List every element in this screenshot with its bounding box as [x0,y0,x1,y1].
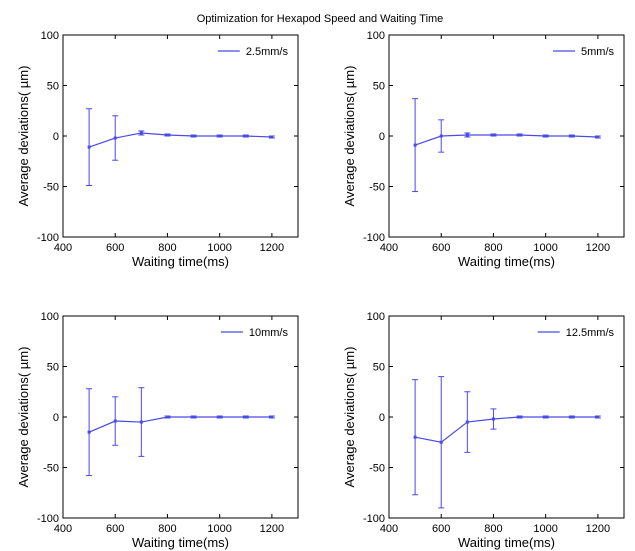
panel-5-y-tick-label: 50 [373,81,385,93]
panel-10-data-point [270,415,274,419]
panel-5-series-line [414,134,598,146]
panel-12-5-data-point [491,417,495,421]
panel-2-5-y-axis-label: Average deviations( µm) [16,66,31,207]
panel-5-x-tick-label: 600 [432,242,450,254]
panel-2-5-x-tick-label: 1200 [260,242,284,254]
panel-10-x-tick-label: 400 [54,523,72,535]
panel-2-5-y-tick-label: 50 [47,81,59,93]
panel-2-5-data-point [87,145,91,149]
panel-2-5-x-tick-label: 800 [158,242,176,254]
panel-10-legend-label: 10mm/s [249,327,289,339]
panel-10-y-tick-label: -50 [43,463,59,475]
panel-10-y-axis-label: Average deviations( µm) [16,347,31,488]
panel-10-x-axis-label: Waiting time(ms) [132,535,229,550]
panel-10-data-point [113,419,117,423]
panel-2-5-data-point [139,131,143,135]
panel-12-5-x-tick-label: 600 [432,523,450,535]
panel-10-x-tick-label: 1000 [207,523,231,535]
panel-5-y-axis-label: Average deviations( µm) [342,66,357,207]
panel-2-5-x-tick-label: 400 [54,242,72,254]
panel-5-data-point [439,134,443,138]
panel-5-data-point [544,134,548,138]
panel-12-5-x-tick-label: 800 [484,523,502,535]
figure-title: Optimization for Hexapod Speed and Waiti… [197,13,444,25]
panel-12-5-series-line [414,416,598,443]
panel-5-x-tick-label: 400 [380,242,398,254]
panel-2-5-y-tick-label: 100 [41,30,59,42]
panel-10-data-point [244,415,248,419]
panel-2-5-y-tick-label: -50 [43,182,59,194]
panel-5-y-tick-label: -50 [369,182,385,194]
panel-12-5-y-tick-label: 100 [367,311,385,323]
panel-5-y-tick-label: -100 [363,232,385,244]
panel-10-data-point [165,415,169,419]
panel-10-x-tick-label: 1200 [260,523,284,535]
panel-12-5-x-axis-label: Waiting time(ms) [458,535,555,550]
panel-12-5-legend-label: 12.5mm/s [566,327,615,339]
panel-10-data-point [218,415,222,419]
panel-10-x-tick-label: 800 [158,523,176,535]
panel-12-5-data-point [413,435,417,439]
panel-10-data-point [192,415,196,419]
panel-2-5-data-point [192,134,196,138]
panel-2-5-x-tick-label: 1000 [207,242,231,254]
panel-2-5-data-point [165,133,169,137]
panel-12-5-data-point [570,415,574,419]
panel-2-5-y-tick-label: -100 [37,232,59,244]
panel-10-y-tick-label: 100 [41,311,59,323]
panel-5-data-point [465,133,469,137]
panel-2-5-x-axis-label: Waiting time(ms) [132,254,229,269]
panel-5-axes-box [388,34,625,238]
panel-5: 400 600 800 1000 1200 -100 -50 0 50 100 Waiting ti… [342,30,625,269]
panel-10-y-tick-label: 0 [53,412,59,424]
panel-5-legend-label: 5mm/s [581,46,615,58]
panel-10-data-point [139,420,143,424]
panel-12-5-y-tick-label: -100 [363,513,385,525]
panel-12-5: 400 600 800 1000 1200 -100 -50 0 50 100 Waiting ti… [342,311,625,550]
panel-10-y-tick-label: 50 [47,362,59,374]
panel-2-5-y-tick-label: 0 [53,131,59,143]
panel-5-data-point [570,134,574,138]
panel-2-5-data-point [244,134,248,138]
panel-5-x-tick-label: 800 [484,242,502,254]
panel-12-5-x-tick-label: 400 [380,523,398,535]
panel-5-y-tick-label: 0 [379,131,385,143]
panel-5-data-point [596,135,600,139]
panel-10-y-tick-label: -100 [37,513,59,525]
panel-12-5-data-point [439,440,443,444]
panel-2-5-data-point [270,135,274,139]
panel-10-x-tick-label: 600 [106,523,124,535]
panel-12-5-data-point [544,415,548,419]
panel-12-5-x-tick-label: 1000 [533,523,557,535]
panel-12-5-x-tick-label: 1200 [586,523,610,535]
panel-12-5-data-point [596,415,600,419]
panel-2-5-legend-label: 2.5mm/s [246,46,289,58]
panel-5-y-tick-label: 100 [367,30,385,42]
panel-10: 400 600 800 1000 1200 -100 -50 0 50 100 Waiting ti… [16,311,299,550]
panel-5-x-axis-label: Waiting time(ms) [458,254,555,269]
panel-5-data-point [518,133,522,137]
panel-12-5-y-tick-label: 0 [379,412,385,424]
panel-2-5-series-line [88,132,272,148]
panel-5-data-point [413,143,417,147]
panel-5-data-point [491,133,495,137]
panel-12-5-y-axis-label: Average deviations( µm) [342,347,357,488]
panel-2-5-data-point [218,134,222,138]
panel-10-data-point [87,430,91,434]
panel-5-x-tick-label: 1000 [533,242,557,254]
panel-12-5-data-point [518,415,522,419]
panel-10-series-line [88,416,272,433]
panel-2-5-data-point [113,136,117,140]
panel-5-x-tick-label: 1200 [586,242,610,254]
panel-2-5-x-tick-label: 600 [106,242,124,254]
panel-12-5-y-tick-label: -50 [369,463,385,475]
panel-12-5-data-point [465,420,469,424]
panel-2-5: 400 600 800 1000 1200 -100 -50 0 50 100 Waiting ti… [16,30,299,269]
panel-12-5-y-tick-label: 50 [373,362,385,374]
